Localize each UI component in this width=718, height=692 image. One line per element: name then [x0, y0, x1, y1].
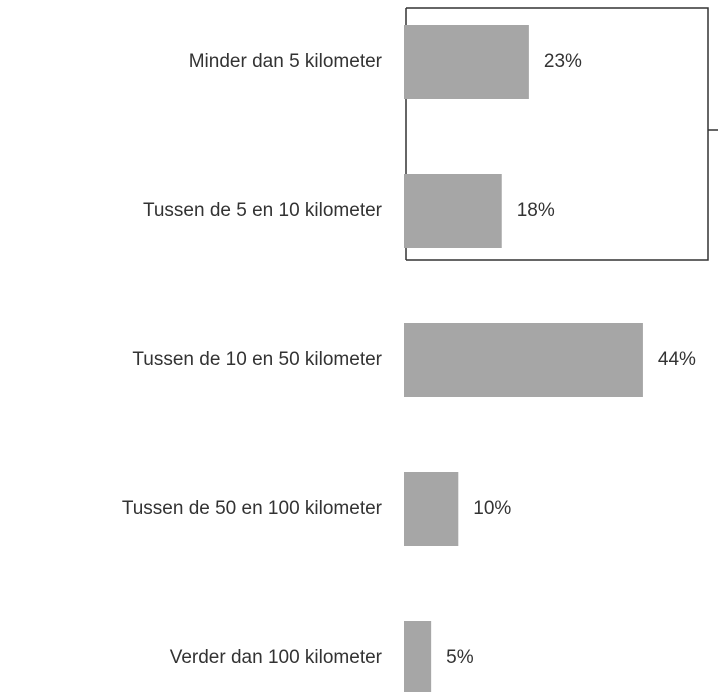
category-label: Tussen de 10 en 50 kilometer [132, 349, 382, 370]
category-label: Tussen de 5 en 10 kilometer [143, 200, 383, 221]
data-label: 44% [658, 349, 696, 370]
data-label: 18% [517, 200, 555, 221]
data-label: 5% [446, 647, 474, 668]
data-label: 10% [473, 498, 511, 519]
bar [404, 323, 643, 397]
category-label: Tussen de 50 en 100 kilometer [122, 498, 383, 519]
bar [404, 472, 459, 546]
category-label: Verder dan 100 kilometer [170, 647, 383, 668]
bar [404, 25, 529, 99]
bar [404, 621, 432, 692]
bracket-line [406, 7, 709, 261]
bar [404, 174, 502, 248]
data-label: 23% [544, 51, 582, 72]
category-label: Minder dan 5 kilometer [189, 51, 383, 72]
